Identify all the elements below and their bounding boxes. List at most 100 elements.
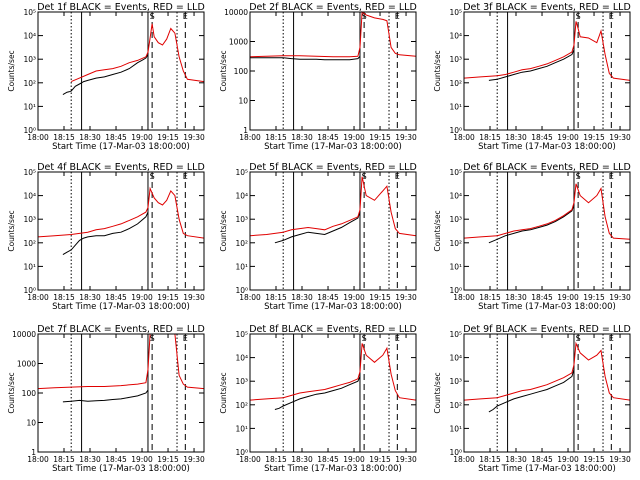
y-tick-label: 10 — [26, 419, 36, 428]
y-tick-label: 10³ — [235, 215, 248, 224]
y-tick-label: 10² — [23, 239, 36, 248]
x-tick-label: 18:15 — [53, 455, 75, 464]
x-tick-label: 18:00 — [239, 455, 261, 464]
x-tick-label: 19:00 — [343, 455, 365, 464]
x-tick-label: 18:30 — [505, 455, 527, 464]
x-tick-label: 19:00 — [131, 293, 153, 302]
x-tick-label: 18:45 — [105, 133, 127, 142]
marker-label-e: E — [395, 334, 400, 343]
marker-label-e: E — [183, 12, 188, 21]
marker-label-s: S — [150, 334, 155, 343]
x-tick-label: 18:00 — [239, 293, 261, 302]
x-tick-label: 18:15 — [479, 455, 501, 464]
y-tick-label: 10² — [235, 401, 248, 410]
y-tick-label: 10⁵ — [235, 330, 248, 339]
x-tick-label: 18:30 — [505, 133, 527, 142]
y-tick-label: 10⁴ — [235, 354, 248, 363]
x-tick-label: 19:15 — [369, 293, 391, 302]
x-tick-label: 18:00 — [27, 133, 49, 142]
plot-frame — [463, 11, 631, 131]
y-tick-label: 10⁵ — [449, 168, 462, 177]
series-line-lld — [37, 333, 205, 390]
x-tick-label: 18:45 — [317, 293, 339, 302]
plot-frame — [37, 11, 205, 131]
x-tick-label: 18:45 — [531, 455, 553, 464]
x-axis-label: Start Time (17-Mar-03 18:00:00) — [478, 142, 616, 152]
y-tick-label: 10² — [235, 239, 248, 248]
series-line-lld — [463, 341, 631, 401]
y-axis-label: Counts/sec — [219, 210, 228, 251]
x-tick-label: 19:00 — [343, 293, 365, 302]
y-tick-label: 10⁰ — [449, 126, 462, 135]
y-tick-label: 100 — [22, 389, 37, 398]
x-tick-label: 18:15 — [53, 293, 75, 302]
y-tick-label: 10⁴ — [23, 32, 36, 41]
x-tick-label: 19:15 — [583, 293, 605, 302]
chart-title: Det 8f BLACK = Events, RED = LLD — [249, 324, 417, 335]
marker-label-e: E — [183, 334, 188, 343]
x-tick-label: 19:30 — [609, 133, 631, 142]
chart-title: Det 3f BLACK = Events, RED = LLD — [463, 2, 631, 13]
plot-frame — [37, 333, 205, 453]
x-tick-label: 18:00 — [27, 455, 49, 464]
x-tick-label: 19:15 — [157, 455, 179, 464]
series-line-events — [250, 55, 361, 61]
x-tick-label: 18:45 — [531, 133, 553, 142]
marker-label-e: E — [395, 172, 400, 181]
y-tick-label: 10¹ — [23, 102, 36, 111]
series-line-events — [62, 54, 149, 96]
marker-label-s: S — [362, 172, 367, 181]
x-tick-label: 18:15 — [265, 293, 287, 302]
x-tick-label: 18:30 — [291, 293, 313, 302]
x-tick-label: 19:00 — [343, 133, 365, 142]
plot-frame — [37, 171, 205, 291]
series-line-lld — [249, 343, 417, 401]
y-axis-label: Counts/sec — [219, 372, 228, 413]
y-tick-label: 10⁴ — [23, 192, 36, 201]
y-tick-label: 1 — [31, 448, 36, 457]
y-tick-label: 10⁴ — [235, 192, 248, 201]
x-tick-label: 19:15 — [157, 293, 179, 302]
x-axis-label: Start Time (17-Mar-03 18:00:00) — [52, 142, 190, 152]
x-axis-label: Start Time (17-Mar-03 18:00:00) — [52, 302, 190, 312]
x-tick-label: 19:00 — [557, 455, 579, 464]
series-line-events — [274, 376, 361, 410]
y-tick-label: 10² — [449, 239, 462, 248]
y-tick-label: 10 — [238, 97, 248, 106]
plot-frame — [463, 171, 631, 291]
chart-title: Det 5f BLACK = Events, RED = LLD — [249, 162, 417, 173]
y-axis-label: Counts/sec — [433, 372, 442, 413]
y-axis-label: Counts/sec — [7, 210, 16, 251]
series-line-events — [488, 369, 575, 413]
plot-frame — [463, 333, 631, 453]
x-tick-label: 18:30 — [79, 455, 101, 464]
x-tick-label: 18:15 — [53, 133, 75, 142]
x-tick-label: 18:15 — [265, 455, 287, 464]
marker-label-s: S — [576, 12, 581, 21]
x-axis-label: Start Time (17-Mar-03 18:00:00) — [264, 142, 402, 152]
chart-title: Det 9f BLACK = Events, RED = LLD — [463, 324, 631, 335]
y-tick-label: 10³ — [449, 215, 462, 224]
plot-frame — [249, 11, 417, 131]
x-axis-label: Start Time (17-Mar-03 18:00:00) — [478, 464, 616, 474]
x-tick-label: 18:45 — [105, 455, 127, 464]
plot-frame — [249, 171, 417, 291]
y-tick-label: 10⁰ — [235, 286, 248, 295]
y-tick-label: 10¹ — [449, 262, 462, 271]
y-tick-label: 10000 — [12, 330, 36, 339]
chart-title: Det 2f BLACK = Events, RED = LLD — [249, 2, 417, 13]
series-line-lld — [71, 23, 205, 83]
series-line-events — [488, 204, 575, 244]
x-tick-label: 18:30 — [79, 293, 101, 302]
y-tick-label: 10⁵ — [449, 330, 462, 339]
x-tick-label: 18:00 — [27, 293, 49, 302]
y-tick-label: 10¹ — [235, 424, 248, 433]
marker-label-e: E — [609, 172, 614, 181]
series-line-lld — [37, 186, 205, 239]
